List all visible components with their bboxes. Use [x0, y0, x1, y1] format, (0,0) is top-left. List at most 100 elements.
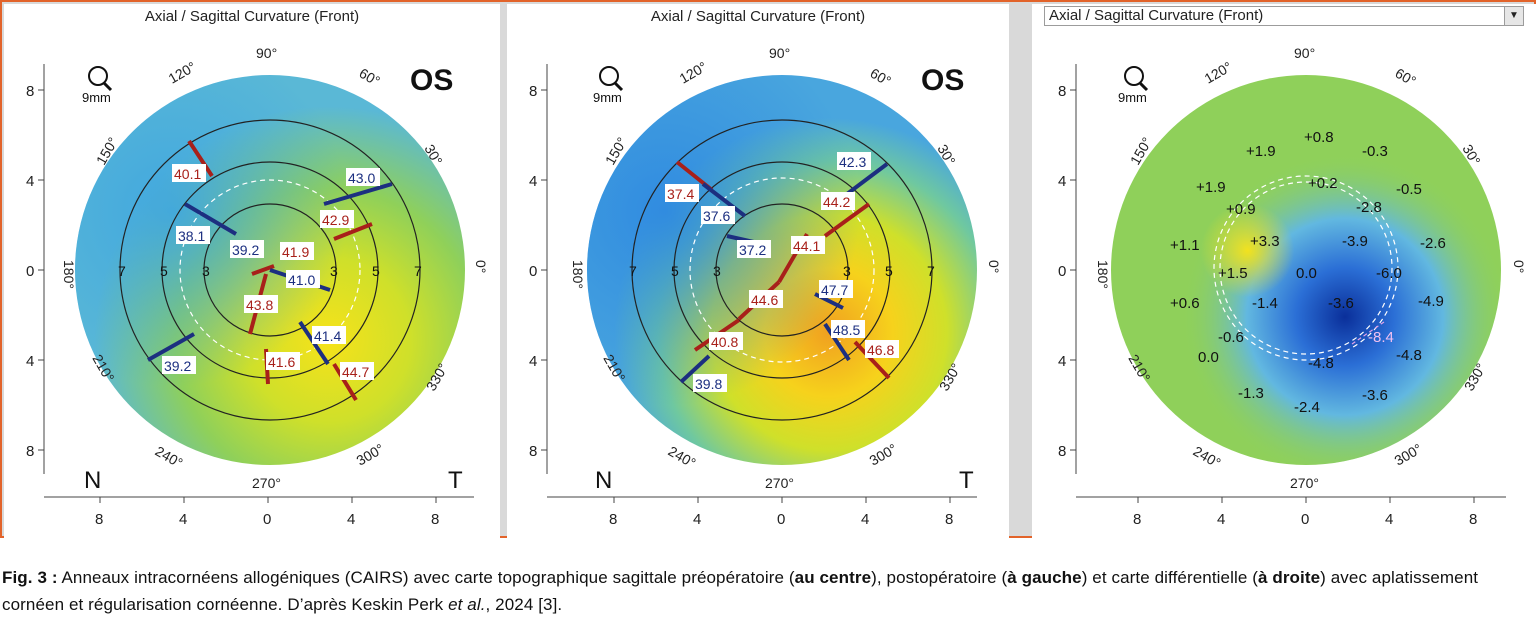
temporal-label: T	[959, 467, 974, 494]
caption-text: Anneaux intracornéens allogéniques (CAIR…	[57, 568, 795, 587]
ring-label: 3	[843, 263, 851, 279]
axes: 8 4 0 4 8 8 4 0 4 8	[26, 64, 474, 528]
ring-label: 5	[885, 263, 893, 279]
difference-value: +0.6	[1170, 295, 1200, 312]
panel-title: Axial / Sagittal Curvature (Front)	[144, 8, 360, 25]
difference-value: -4.9	[1418, 293, 1444, 310]
x-tick: 8	[609, 511, 617, 528]
degree-label: 0°	[986, 260, 1002, 273]
x-tick: 4	[347, 511, 355, 528]
degree-label: 60°	[1393, 65, 1419, 89]
map-type-dropdown[interactable]: Axial / Sagittal Curvature (Front) ▼	[1044, 6, 1524, 26]
x-tick: 0	[263, 511, 271, 528]
x-tick: 4	[693, 511, 701, 528]
y-tick: 4	[529, 173, 537, 190]
zoom-magnifier-icon[interactable]	[1124, 66, 1149, 92]
ring-label: 7	[414, 263, 422, 279]
curvature-value: 44.2	[823, 194, 850, 210]
caption-bold: à gauche	[1007, 568, 1082, 587]
difference-value: -0.5	[1396, 181, 1422, 198]
curvature-value: 39.2	[232, 242, 259, 258]
difference-value: +1.1	[1170, 237, 1200, 254]
difference-value: +0.9	[1226, 201, 1256, 218]
caption-bold: à droite	[1257, 568, 1321, 587]
y-tick: 8	[1058, 83, 1066, 100]
curvature-value: 39.2	[164, 358, 191, 374]
x-tick: 8	[95, 511, 103, 528]
x-tick: 8	[1133, 511, 1141, 528]
curvature-value: 37.2	[739, 242, 766, 258]
figure-frame: Axial / Sagittal Curvature (Front)	[0, 0, 1536, 538]
eye-label: OS	[921, 64, 964, 97]
curvature-value: 40.8	[711, 334, 738, 350]
x-tick: 4	[1385, 511, 1393, 528]
ring-label: 3	[330, 263, 338, 279]
axes: 8 4 0 4 8 8 4 0 4 8	[1058, 64, 1506, 528]
degree-label: 180°	[1095, 260, 1111, 289]
difference-value: -4.8	[1308, 355, 1334, 372]
curvature-value: 47.7	[821, 282, 848, 298]
curvature-value: 41.6	[268, 354, 295, 370]
zoom-magnifier-icon[interactable]	[88, 66, 113, 92]
curvature-value: 48.5	[833, 322, 860, 338]
figure-caption: Fig. 3 : Anneaux intracornéens allogéniq…	[2, 564, 1534, 618]
degree-label: 120°	[1202, 58, 1235, 86]
degree-label: 0°	[473, 260, 489, 273]
y-tick: 4	[1058, 353, 1066, 370]
y-tick: 4	[26, 353, 34, 370]
y-tick: 8	[529, 443, 537, 460]
difference-value: -3.9	[1342, 233, 1368, 250]
caption-text: , 2024 [3].	[485, 595, 563, 614]
x-tick: 4	[1217, 511, 1225, 528]
curvature-value: 44.6	[751, 292, 778, 308]
nasal-label: N	[84, 467, 101, 494]
x-tick: 8	[945, 511, 953, 528]
degree-label: 300°	[867, 440, 900, 468]
ring-label: 3	[713, 263, 721, 279]
degree-label: 0°	[1511, 260, 1527, 273]
y-tick: 0	[529, 263, 537, 280]
difference-map[interactable]: 8 4 0 4 8 8 4 0 4 8 +1.9 +0.8	[1032, 4, 1536, 538]
topography-map-postop[interactable]: 8 4 0 4 8 8 4 0 4 8 7	[4, 4, 500, 538]
topography-map-preop[interactable]: 8 4 0 4 8 8 4 0 4 8 7 5 3	[507, 4, 1009, 538]
ring-label: 5	[372, 263, 380, 279]
degree-label: 270°	[252, 475, 281, 491]
temporal-label: T	[448, 467, 463, 494]
curvature-value: 43.0	[348, 170, 375, 186]
degree-label: 240°	[666, 443, 699, 471]
difference-value: -2.8	[1356, 199, 1382, 216]
map-panel-preop: Axial / Sagittal Curvature (Front)	[507, 4, 1009, 538]
difference-value: -1.3	[1238, 385, 1264, 402]
caption-fig-number: Fig. 3 :	[2, 568, 58, 587]
caption-italic: et al.	[448, 595, 486, 614]
difference-value: -2.4	[1294, 399, 1320, 416]
zoom-label: 9mm	[1118, 90, 1147, 105]
degree-label: 60°	[357, 65, 383, 89]
curvature-value: 44.1	[793, 238, 820, 254]
caption-text: ), postopératoire (	[871, 568, 1008, 587]
ring-label: 7	[629, 263, 637, 279]
difference-value: +3.3	[1250, 233, 1280, 250]
degree-label: 240°	[1191, 443, 1224, 471]
nasal-label: N	[595, 467, 612, 494]
chevron-down-icon[interactable]: ▼	[1504, 7, 1523, 25]
zoom-magnifier-icon[interactable]	[599, 66, 624, 92]
ring-label: 7	[118, 263, 126, 279]
difference-value: 0.0	[1296, 265, 1317, 282]
y-tick: 0	[26, 263, 34, 280]
incision-markers	[675, 160, 891, 384]
ring-label: 5	[671, 263, 679, 279]
axes: 8 4 0 4 8 8 4 0 4 8	[529, 64, 977, 528]
degree-label: 240°	[153, 443, 186, 471]
panel-title: Axial / Sagittal Curvature (Front)	[650, 8, 866, 25]
difference-value: -6.0	[1376, 265, 1402, 282]
ring-label: 3	[202, 263, 210, 279]
map-panel-postop: Axial / Sagittal Curvature (Front)	[4, 4, 500, 538]
ring-label: 5	[160, 263, 168, 279]
dropdown-value: Axial / Sagittal Curvature (Front)	[1049, 7, 1264, 24]
zoom-label: 9mm	[593, 90, 622, 105]
degree-label: 270°	[1290, 475, 1319, 491]
caption-bold: au centre	[794, 568, 872, 587]
degree-label: 90°	[1294, 45, 1315, 61]
y-tick: 8	[529, 83, 537, 100]
